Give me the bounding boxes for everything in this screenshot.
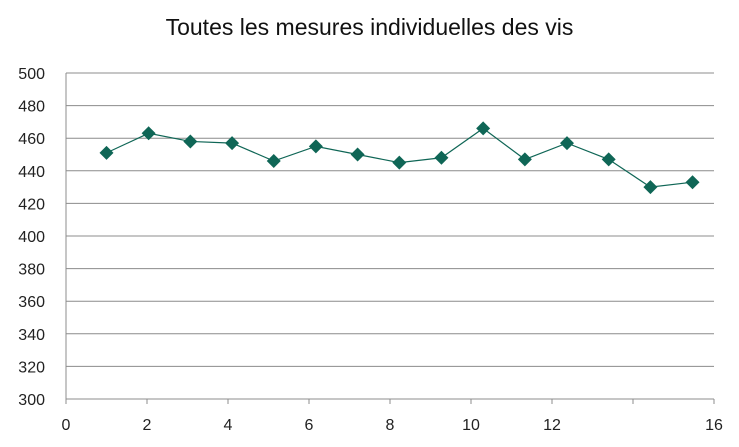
x-tick-labels: 0 2 4 6 8 10 12 16 — [62, 417, 723, 434]
y-tick-label-460: 460 — [18, 131, 45, 148]
y-tick-label-480: 480 — [18, 99, 45, 116]
data-point-2 — [141, 126, 156, 141]
data-point-8 — [392, 155, 407, 170]
data-point-5 — [266, 154, 281, 169]
axes — [65, 73, 715, 404]
x-tick-label-10: 10 — [462, 417, 480, 434]
data-point-1 — [99, 145, 114, 160]
y-tick-label-440: 440 — [18, 164, 45, 181]
data-point-15 — [685, 175, 700, 190]
y-tick-label-300: 300 — [18, 392, 45, 409]
data-point-6 — [308, 139, 323, 154]
grid-lines — [66, 72, 714, 367]
x-tick-label-6: 6 — [305, 417, 314, 434]
x-tick-label-4: 4 — [224, 417, 233, 434]
data-point-9 — [434, 150, 449, 165]
data-point-3 — [183, 134, 198, 149]
y-tick-label-500: 500 — [18, 66, 45, 83]
series-group — [99, 121, 700, 195]
data-point-10 — [476, 121, 491, 136]
x-tick-label-16: 16 — [705, 417, 723, 434]
data-point-11 — [517, 152, 532, 167]
data-point-12 — [559, 136, 574, 151]
y-tick-label-380: 380 — [18, 262, 45, 279]
data-point-14 — [643, 180, 658, 195]
y-tick-label-340: 340 — [18, 327, 45, 344]
y-tick-label-420: 420 — [18, 196, 45, 213]
x-tick-label-2: 2 — [143, 417, 152, 434]
x-tick-label-0: 0 — [62, 417, 71, 434]
data-point-4 — [225, 136, 240, 151]
y-tick-label-320: 320 — [18, 359, 45, 376]
data-point-13 — [601, 152, 616, 167]
chart-title: Toutes les mesures individuelles des vis — [165, 14, 574, 40]
y-tick-label-400: 400 — [18, 229, 45, 246]
data-point-7 — [350, 147, 365, 162]
y-tick-label-360: 360 — [18, 294, 45, 311]
x-tick-label-8: 8 — [386, 417, 395, 434]
y-tick-labels: 300 320 340 360 380 400 420 440 460 480 500 — [18, 66, 45, 409]
x-tick-label-12: 12 — [543, 417, 561, 434]
